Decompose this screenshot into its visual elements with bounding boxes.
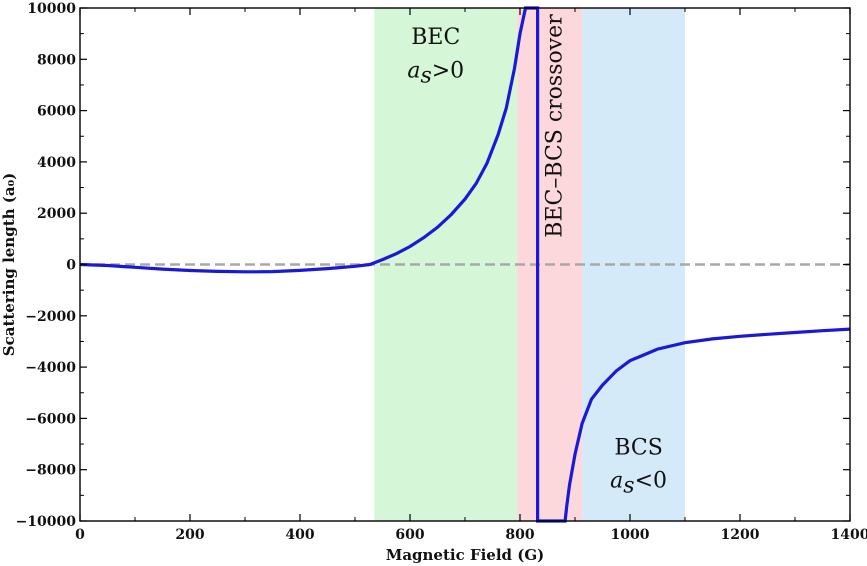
x-tick-label: 800 <box>505 527 534 543</box>
y-tick-label: −10000 <box>16 514 77 530</box>
x-tick-label: 0 <box>75 527 85 543</box>
y-axis-title: Scattering length (a₀) <box>0 173 18 356</box>
bcs-label: BCS <box>614 435 662 460</box>
bec-condition-label: as>0 <box>407 58 464 88</box>
y-tick-label: −4000 <box>25 360 76 376</box>
series-line-scattering-length <box>79 6 851 523</box>
y-tick-label: 4000 <box>37 155 76 171</box>
x-tick-label: 1400 <box>831 527 867 543</box>
x-tick-label: 200 <box>175 527 204 543</box>
y-tick-label: −8000 <box>25 463 76 479</box>
y-tick-label: 6000 <box>37 104 76 120</box>
annotations-layer: BEC as>0 BEC–BCS crossover BCS as<0 <box>407 14 667 499</box>
y-tick-label: −6000 <box>25 411 76 427</box>
y-tick-label: 8000 <box>37 52 76 68</box>
bec-label: BEC <box>411 25 460 50</box>
y-tick-label: 2000 <box>37 206 76 222</box>
y-tick-label: 10000 <box>27 1 76 17</box>
crossover-label: BEC–BCS crossover <box>543 14 568 238</box>
x-axis-title: Magnetic Field (G) <box>386 546 545 564</box>
x-tick-label: 600 <box>395 527 424 543</box>
y-tick-label: −2000 <box>25 309 76 325</box>
x-tick-label: 1000 <box>611 527 650 543</box>
bcs-condition-label: as<0 <box>610 469 667 499</box>
y-tick-label: 0 <box>66 258 76 274</box>
ticks-layer: 0 200 400 600 800 1000 1200 1400 −10000 −8000 −600… <box>16 1 867 543</box>
x-tick-label: 400 <box>285 527 314 543</box>
x-tick-label: 1200 <box>721 527 760 543</box>
